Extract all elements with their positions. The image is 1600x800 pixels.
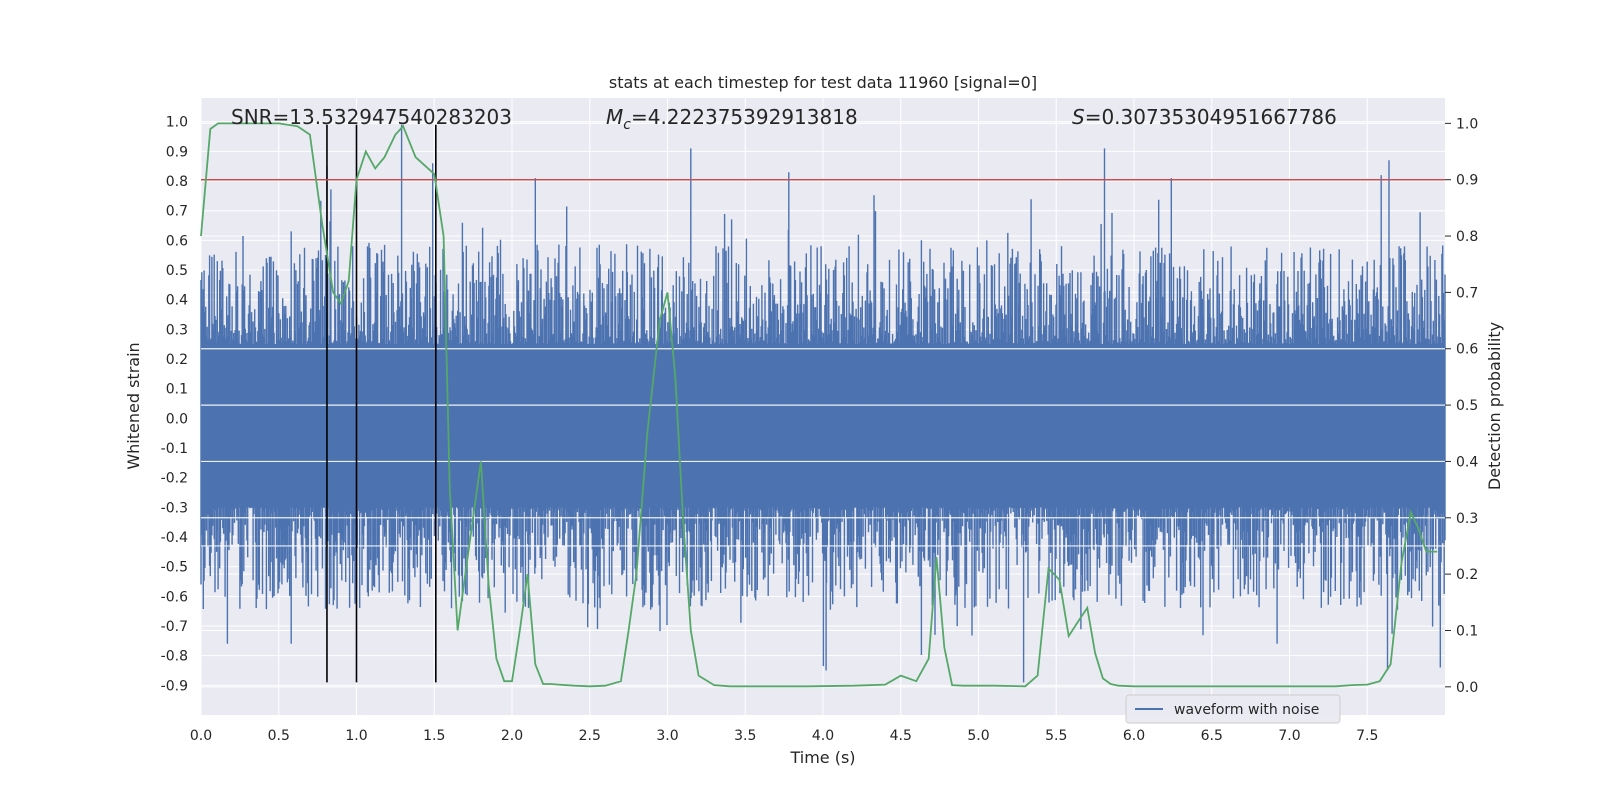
x-tick-label: 0.0 — [190, 728, 212, 744]
y-left-tick-label: 0.0 — [166, 411, 188, 427]
y-right-axis-ticks: 1.0 0.9 0.8 0.7 0.6 0.5 0.4 0.3 0.2 0.1 0.0 — [1445, 116, 1478, 696]
y-right-tick-label: 0.1 — [1456, 623, 1478, 639]
y-right-tick-label: 0.2 — [1456, 567, 1478, 583]
x-tick-label: 3.0 — [656, 728, 678, 744]
y-left-tick-label: 0.3 — [166, 322, 188, 338]
x-tick-label: 5.0 — [967, 728, 989, 744]
waveform-series — [200, 124, 1446, 683]
x-tick-label: 1.0 — [345, 728, 367, 744]
y-left-tick-label: 0.2 — [166, 352, 188, 368]
y-right-tick-label: 0.6 — [1456, 342, 1478, 358]
x-axis-label: Time (s) — [789, 748, 855, 767]
y-right-tick-label: 0.8 — [1456, 229, 1478, 245]
mc-symbol: M — [606, 105, 623, 129]
y-left-tick-label: 0.8 — [166, 174, 188, 190]
x-tick-label: 1.5 — [423, 728, 445, 744]
s-symbol: S — [1072, 105, 1085, 129]
y-left-tick-label: -0.5 — [161, 560, 188, 576]
y-left-tick-label: -0.9 — [161, 678, 188, 694]
y-right-tick-label: 0.0 — [1456, 680, 1478, 696]
y-axis-right-label: Detection probability — [1485, 322, 1504, 490]
x-tick-label: 5.5 — [1045, 728, 1067, 744]
x-tick-label: 2.0 — [501, 728, 523, 744]
y-left-tick-label: 0.5 — [166, 263, 188, 279]
y-left-tick-label: -0.3 — [161, 500, 188, 516]
y-left-tick-label: -0.8 — [161, 649, 188, 665]
mc-value: =4.222375392913818 — [631, 105, 858, 129]
y-right-tick-label: 0.9 — [1456, 173, 1478, 189]
legend-label: waveform with noise — [1174, 702, 1319, 718]
x-tick-label: 3.5 — [734, 728, 756, 744]
y-left-tick-label: 0.9 — [166, 144, 188, 160]
y-axis-left-label: Whitened strain — [124, 342, 143, 469]
y-right-tick-label: 0.4 — [1456, 454, 1478, 470]
y-left-tick-label: 1.0 — [166, 115, 188, 131]
mc-subscript: c — [623, 117, 631, 133]
snr-annotation: SNR=13.532947540283203 — [231, 105, 512, 129]
y-left-tick-label: -0.1 — [161, 441, 188, 457]
legend: waveform with noise — [1125, 694, 1341, 724]
x-tick-label: 2.5 — [579, 728, 601, 744]
y-left-tick-label: 0.1 — [166, 382, 188, 398]
x-tick-label: 7.5 — [1356, 728, 1378, 744]
y-left-tick-label: 0.6 — [166, 233, 188, 249]
y-right-tick-label: 0.3 — [1456, 511, 1478, 527]
chirp-mass-annotation: Mc=4.222375392913818 — [606, 105, 858, 133]
y-left-tick-label: -0.2 — [161, 471, 188, 487]
y-left-tick-label: 0.4 — [166, 293, 188, 309]
x-tick-label: 0.5 — [268, 728, 290, 744]
s-annotation: S=0.30735304951667786 — [1072, 105, 1337, 129]
y-left-axis-ticks: 1.0 0.9 0.8 0.7 0.6 0.5 0.4 0.3 0.2 0.1 0.0 -0.1 -0.… — [161, 115, 188, 695]
y-right-tick-label: 1.0 — [1456, 116, 1478, 132]
y-right-tick-label: 0.5 — [1456, 398, 1478, 414]
x-tick-label: 4.5 — [890, 728, 912, 744]
y-right-tick-label: 0.7 — [1456, 285, 1478, 301]
y-left-tick-label: -0.6 — [161, 589, 188, 605]
x-tick-label: 7.0 — [1278, 728, 1300, 744]
y-left-tick-label: -0.7 — [161, 619, 188, 635]
x-tick-label: 6.0 — [1123, 728, 1145, 744]
chart-title: stats at each timestep for test data 119… — [609, 73, 1037, 92]
x-tick-label: 6.5 — [1201, 728, 1223, 744]
legend-box — [1125, 694, 1341, 724]
vertical-markers — [326, 124, 437, 683]
probability-line — [200, 122, 1438, 688]
waveform-core — [201, 344, 1445, 508]
y-left-tick-label: 0.7 — [166, 204, 188, 220]
x-tick-label: 4.0 — [812, 728, 834, 744]
y-left-tick-label: -0.4 — [161, 530, 188, 546]
x-axis-ticks: 0.0 0.5 1.0 1.5 2.0 2.5 3.0 3.5 4.0 4.5 5.0 5.5 6.0 6… — [190, 728, 1379, 744]
s-value: =0.30735304951667786 — [1085, 105, 1337, 129]
